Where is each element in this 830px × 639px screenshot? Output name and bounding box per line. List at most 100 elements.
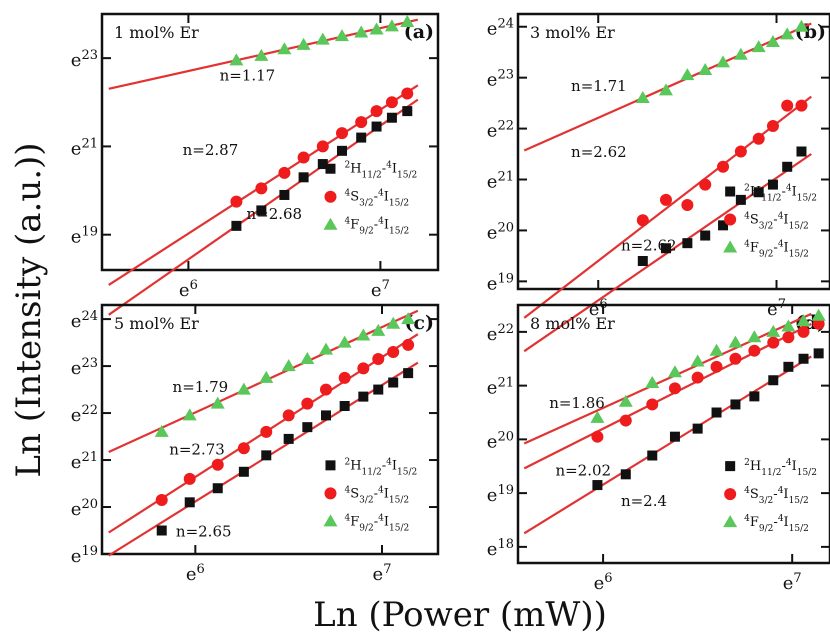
legend-label: 2H11/2-4I15/2 <box>744 458 817 478</box>
fit-slope-label: n=2.4 <box>621 492 667 510</box>
data-point <box>733 47 748 60</box>
fit-slope-label: n=2.73 <box>169 440 225 458</box>
data-point <box>401 312 416 325</box>
data-point <box>316 140 329 153</box>
fit-line <box>523 355 812 535</box>
legend-label: 2H11/2-4I15/2 <box>344 161 417 181</box>
data-point <box>355 116 368 129</box>
data-point <box>401 87 414 100</box>
legend-marker <box>723 240 738 253</box>
data-point <box>668 382 681 395</box>
fit-line <box>523 312 812 445</box>
data-point <box>700 230 711 241</box>
data-point <box>337 145 347 156</box>
data-point <box>236 382 251 395</box>
y-tick-label: e21 <box>71 450 98 474</box>
data-point <box>811 308 826 321</box>
data-point <box>768 375 779 386</box>
data-point <box>669 431 680 442</box>
data-point <box>735 194 746 205</box>
legend-label: 4F9/2-4I15/2 <box>344 513 409 533</box>
data-point <box>753 187 764 198</box>
data-point <box>297 151 310 164</box>
data-point <box>795 99 808 112</box>
data-point <box>261 450 272 461</box>
y-axis-label: Ln (Intensity (a.u.)) <box>9 142 49 477</box>
data-point <box>335 29 349 42</box>
legend-label: 2H11/2-4I15/2 <box>344 457 417 477</box>
data-point <box>256 205 267 216</box>
data-point <box>618 394 633 407</box>
legend-marker <box>725 186 736 197</box>
data-point <box>691 371 704 384</box>
data-point <box>212 483 223 494</box>
data-point <box>718 220 729 231</box>
data-point <box>699 178 712 191</box>
data-point <box>710 360 723 373</box>
data-point <box>337 335 352 348</box>
data-point <box>647 450 658 461</box>
data-point <box>369 22 384 35</box>
data-point <box>388 377 399 388</box>
data-point <box>231 220 242 231</box>
fit-line <box>523 95 812 319</box>
data-point <box>371 323 386 336</box>
legend-marker <box>723 515 738 528</box>
y-tick-label: e20 <box>71 497 98 521</box>
data-point <box>780 27 795 40</box>
data-point <box>765 35 780 48</box>
data-point <box>320 383 332 396</box>
y-tick-label: e23 <box>71 48 98 72</box>
fit-slope-label: n=2.87 <box>183 141 239 159</box>
plot-frame <box>100 303 440 556</box>
legend-marker <box>725 461 736 472</box>
x-axis-label: Ln (Power (mW)) <box>313 595 607 635</box>
y-tick-label: e23 <box>71 356 98 380</box>
data-point <box>637 255 648 266</box>
data-point <box>681 198 694 211</box>
data-point <box>667 365 682 378</box>
data-point <box>255 182 268 195</box>
y-tick-label: e19 <box>487 271 514 295</box>
data-point <box>154 424 169 437</box>
data-point <box>211 458 224 471</box>
legend-label: 4F9/2-4I15/2 <box>744 240 809 260</box>
y-tick-label: e20 <box>487 220 514 244</box>
data-point <box>781 99 794 112</box>
data-point <box>338 371 351 384</box>
data-point <box>766 120 779 133</box>
data-point <box>156 525 167 536</box>
data-point <box>659 193 672 206</box>
data-point <box>237 442 250 455</box>
data-point <box>782 161 793 172</box>
data-point <box>711 407 722 418</box>
legend-marker <box>323 514 338 527</box>
data-point <box>259 370 274 383</box>
y-tick-label: e22 <box>71 403 98 427</box>
data-point <box>812 317 825 330</box>
data-point <box>698 63 713 76</box>
fit-slope-label: n=2.62 <box>621 237 677 255</box>
y-tick-label: e20 <box>487 429 514 453</box>
data-point <box>301 397 314 410</box>
data-point <box>798 353 809 364</box>
panel-title: 5 mol% Er <box>114 314 199 333</box>
y-tick-label: e24 <box>487 16 514 40</box>
y-tick-label: e19 <box>71 224 98 248</box>
y-tick-label: e19 <box>487 483 514 507</box>
legend-marker <box>325 460 336 471</box>
data-point <box>781 319 796 332</box>
data-point <box>254 48 269 61</box>
plot-frame <box>516 303 830 565</box>
panel-letter: (c) <box>404 312 434 334</box>
data-point <box>692 423 703 434</box>
data-point <box>300 352 315 365</box>
data-point <box>767 336 780 349</box>
fit-slope-label: n=2.68 <box>246 205 302 223</box>
data-point <box>709 343 724 356</box>
fit-slope-label: n=1.79 <box>173 378 229 396</box>
plot-frame <box>100 12 440 272</box>
y-tick-label: e22 <box>487 321 514 345</box>
